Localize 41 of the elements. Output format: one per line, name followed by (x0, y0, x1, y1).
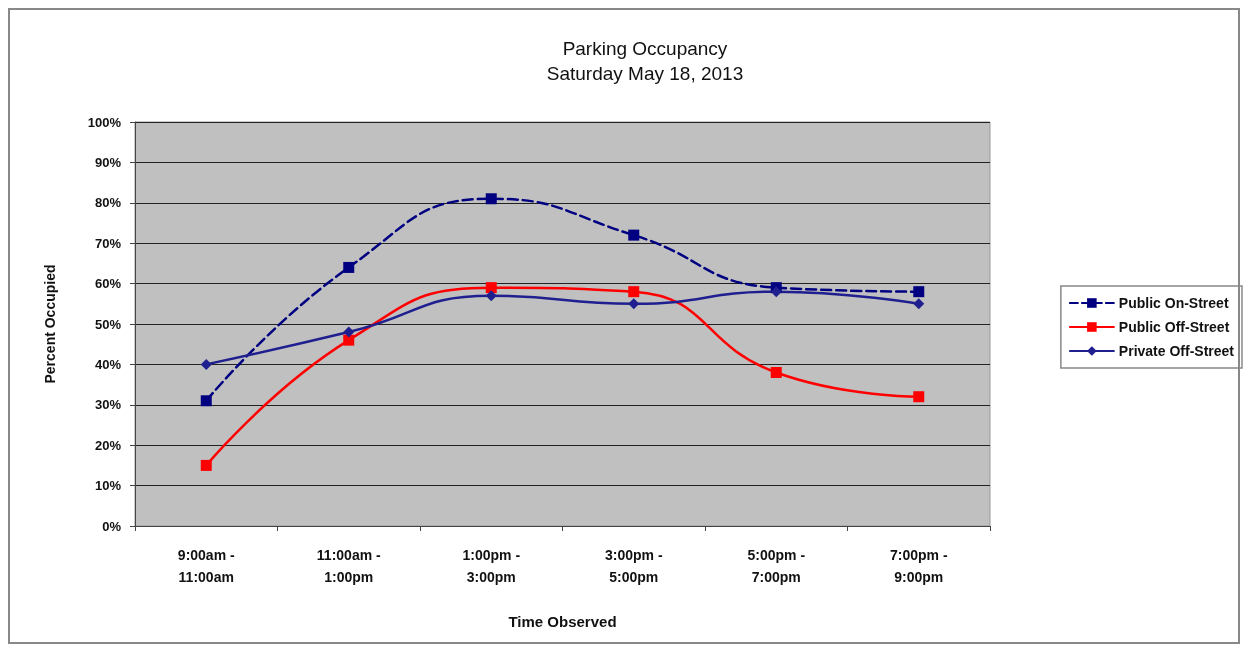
y-tick-label: 50% (94, 316, 122, 332)
point (343, 261, 355, 273)
x-tick-label: 5:00pm - 7:00pm (747, 547, 806, 585)
point (770, 366, 782, 378)
legend-label: Private Off-Street (1118, 343, 1235, 359)
point (343, 326, 355, 338)
point (200, 358, 212, 370)
point (200, 459, 212, 471)
point (913, 391, 925, 403)
y-axis-title: Percent Occupied (42, 264, 58, 384)
chart-title: Parking Occupancy (562, 38, 728, 59)
point (770, 286, 782, 298)
chart-subtitle: Saturday May 18, 2013 (546, 63, 744, 84)
y-tick-label: 90% (94, 154, 122, 170)
point (628, 229, 640, 241)
point (200, 395, 212, 407)
y-tick-label: 20% (94, 437, 122, 453)
point (628, 298, 640, 310)
y-tick-label: 100% (87, 114, 122, 130)
y-tick-label: 80% (94, 195, 122, 211)
x-tick-label: 9:00am - 11:00am (177, 547, 235, 585)
legend-label: Public On-Street (1118, 295, 1229, 311)
point (485, 193, 497, 205)
point (485, 290, 497, 302)
y-tick-label: 30% (94, 397, 122, 413)
y-tick-label: 10% (94, 478, 122, 494)
y-tick-label: 60% (94, 276, 122, 292)
x-axis-title: Time Observed (508, 613, 617, 630)
x-tick-label: 7:00pm - 9:00pm (889, 547, 948, 585)
legend-label: Public Off-Street (1118, 319, 1230, 335)
point (913, 286, 925, 298)
point (343, 334, 355, 346)
x-tick-label: 11:00am - 1:00pm (316, 547, 381, 585)
point (485, 282, 497, 294)
x-tick-label: 1:00pm - 3:00pm (462, 547, 521, 585)
point (628, 286, 640, 298)
y-tick-label: 70% (94, 235, 122, 251)
point (913, 298, 925, 310)
y-tick-label: 40% (94, 356, 122, 372)
y-tick-label: 0% (102, 518, 122, 534)
x-tick-label: 3:00pm - 5:00pm (604, 547, 663, 585)
